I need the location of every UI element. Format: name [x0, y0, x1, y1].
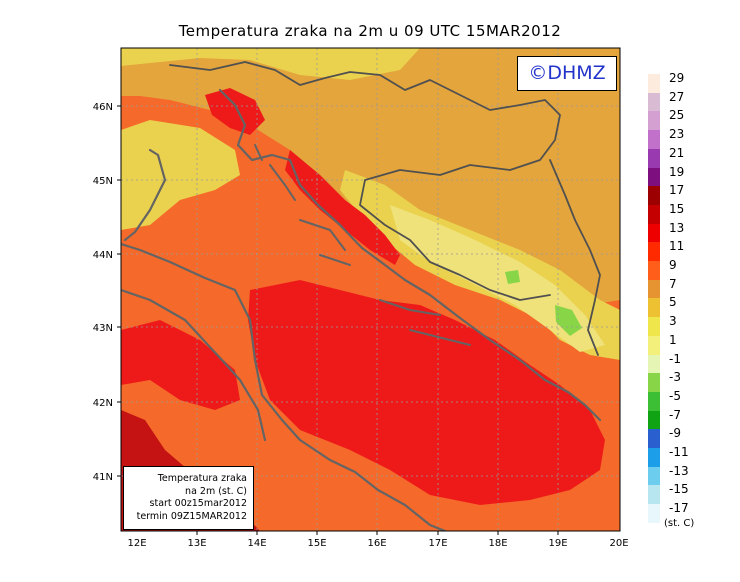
legend-swatch: [648, 261, 660, 280]
legend-label: 7: [669, 276, 677, 291]
field-green-1: [555, 305, 582, 336]
field-green-2: [505, 270, 520, 284]
field-red-north: [205, 88, 265, 135]
legend-label: -5: [669, 388, 681, 403]
legend-swatch: [648, 391, 660, 411]
run-info-box: Temperatura zraka na 2m (st. C) start 00…: [123, 466, 254, 530]
croatia-border: [169, 61, 561, 301]
lat-label: 41N: [93, 472, 113, 483]
lon-label: 13E: [187, 538, 206, 549]
legend-swatch: [648, 373, 660, 393]
island-1: [299, 219, 471, 346]
legend-label: 15: [669, 201, 685, 216]
lon-label: 19E: [548, 538, 567, 549]
legend-swatch: [648, 92, 660, 112]
istria-dalmatia-coast: [218, 88, 602, 422]
legend-swatch: [648, 167, 660, 187]
field-pale-inland: [390, 205, 605, 352]
legend-swatch: [648, 485, 660, 505]
lon-label: 17E: [428, 538, 447, 549]
legend-label: 23: [669, 127, 685, 142]
chart-title: Temperatura zraka na 2m u 09 UTC 15MAR20…: [178, 22, 562, 40]
lat-label: 46N: [93, 102, 113, 113]
legend-swatch: [648, 335, 660, 355]
info-termin: termin 09Z15MAR2012: [136, 510, 247, 522]
legend-swatch: [648, 223, 660, 243]
axis-ticks: [117, 105, 559, 535]
lat-label: 44N: [93, 250, 113, 261]
field-yellow-west: [121, 120, 240, 230]
italy-east-coast: [121, 148, 447, 531]
legend-swatch: [648, 74, 660, 93]
legend-swatch: [648, 410, 660, 430]
legend-swatch: [648, 186, 660, 206]
legend-label: 19: [669, 164, 685, 179]
legend-label: -13: [669, 463, 689, 478]
lat-label: 43N: [93, 323, 113, 334]
italy-west-coast: [121, 288, 267, 442]
field-red-coast: [285, 150, 400, 265]
legend-label: -7: [669, 407, 681, 422]
legend-swatch: [648, 317, 660, 337]
lon-label: 14E: [247, 538, 266, 549]
legend-label: 29: [669, 71, 685, 85]
dhmz-logo: ©DHMZ: [517, 56, 617, 91]
legend-label: 25: [669, 108, 685, 123]
legend-label: 3: [669, 314, 677, 329]
lon-label: 18E: [488, 538, 507, 549]
legend-label: -17: [669, 501, 689, 516]
legend-unit: (st. C): [664, 518, 695, 529]
lat-label: 45N: [93, 176, 113, 187]
legend-label: 13: [669, 220, 685, 235]
bosnia-border: [549, 159, 601, 356]
legend-label: -15: [669, 482, 689, 497]
lon-labels: 12E 13E 14E 15E 16E 17E 18E 19E 20E: [127, 538, 628, 549]
legend-label: 5: [669, 295, 677, 310]
legend-label: 11: [669, 239, 685, 254]
legend-swatch: [648, 466, 660, 486]
legend-label: -9: [669, 426, 681, 441]
lon-label: 15E: [307, 538, 326, 549]
lon-label: 12E: [127, 538, 146, 549]
legend-label: -1: [669, 351, 681, 366]
lat-labels: 46N 45N 44N 43N 42N 41N: [93, 102, 113, 483]
info-level-unit: na 2m (st. C): [185, 485, 247, 497]
legend-label: -3: [669, 370, 681, 385]
legend-swatch: [648, 504, 660, 524]
legend-swatch: [648, 429, 660, 449]
info-start: start 00z15mar2012: [149, 498, 247, 509]
legend-label: 17: [669, 183, 685, 198]
legend-swatch: [648, 148, 660, 168]
field-red-adriatic: [248, 280, 605, 505]
legend-label: -11: [669, 445, 689, 459]
legend-swatch: [648, 204, 660, 224]
legend-swatch: [648, 242, 660, 262]
lat-label: 42N: [93, 398, 113, 409]
legend-label: 1: [669, 332, 677, 347]
legend-swatch: [648, 130, 660, 150]
legend-label: 9: [669, 258, 677, 272]
lon-label: 16E: [367, 538, 386, 549]
island-2: [254, 144, 296, 201]
legend-swatch: [648, 279, 660, 299]
info-variable: Temperatura zraka: [157, 473, 247, 484]
legend-label: 27: [669, 89, 685, 104]
lon-label: 20E: [609, 538, 628, 549]
legend-swatch: [648, 448, 660, 467]
field-yellow-north: [121, 48, 420, 80]
legend-swatch: [648, 298, 660, 318]
legend-label: 21: [669, 145, 685, 160]
legend-swatch: [648, 354, 660, 374]
field-red-west: [121, 320, 240, 410]
legend-swatch: [648, 111, 660, 131]
plot-frame: [120, 47, 621, 532]
